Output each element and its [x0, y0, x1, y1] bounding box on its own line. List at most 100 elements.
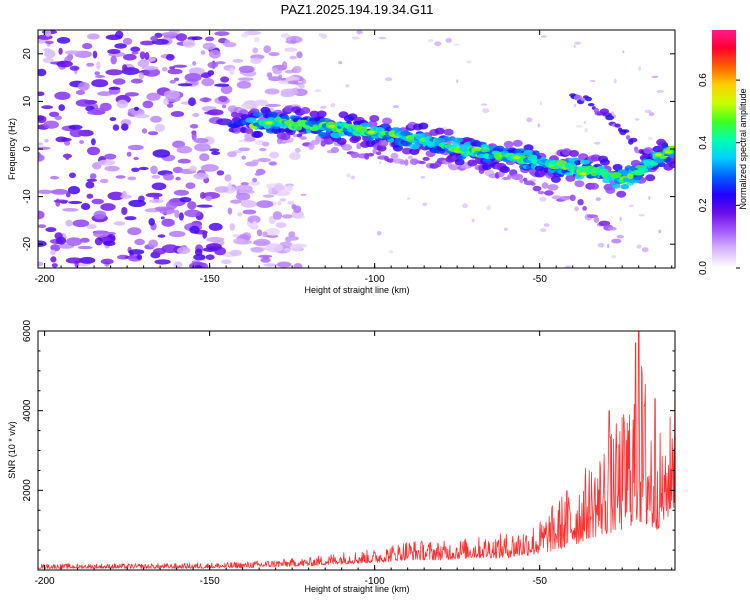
spectrogram-cell	[170, 111, 185, 117]
spectrogram-cell	[86, 224, 97, 229]
spectrogram-cell	[87, 110, 106, 115]
spectrogram-cell	[579, 159, 591, 165]
spectrogram-cell	[114, 43, 127, 49]
spectrogram-cell	[188, 67, 205, 75]
spectrogram-cell	[222, 104, 227, 109]
spectrogram-cell	[166, 103, 174, 108]
spectrogram-cell	[264, 88, 280, 95]
spectrogram-cell	[242, 209, 257, 215]
spectrogram-cell	[298, 84, 305, 89]
spectrogram-cell	[372, 148, 377, 154]
spectrogram-cell	[613, 78, 617, 84]
spectrogram-cell	[38, 224, 47, 229]
spectrogram-cell	[228, 67, 235, 76]
spectrogram-cell	[605, 186, 616, 194]
spectrogram-cell	[154, 206, 172, 212]
spectrogram-cell	[668, 161, 675, 168]
spectrogram-cell	[634, 118, 640, 121]
spectrogram-cell	[65, 153, 70, 161]
spectrogram-cell	[263, 45, 272, 54]
snr-xtick-label: -100	[365, 576, 385, 587]
spectrogram-cell	[44, 138, 49, 143]
spectrogram-cell	[452, 137, 464, 143]
spectrogram-cell	[223, 42, 237, 48]
spectrogram-cell	[377, 231, 382, 236]
spectrogram-cell	[537, 123, 540, 128]
colorbar-tick-label: 0.6	[698, 73, 709, 87]
spectrogram-cell	[182, 39, 196, 48]
spectrogram-cell	[177, 158, 191, 164]
spectrogram-cell	[336, 137, 347, 145]
spectrogram-cell	[526, 117, 533, 123]
spectrogram-cell	[445, 38, 452, 43]
spectrogram-cell	[293, 263, 303, 268]
spectrogram-cell	[651, 75, 659, 78]
spectrogram-cell	[278, 128, 286, 133]
spectrogram-cell	[43, 48, 51, 52]
spectrogram-cell	[91, 138, 96, 146]
spectrogram-cell	[418, 122, 429, 130]
spectrogram-cell	[453, 43, 460, 46]
spectrogram-cell	[97, 91, 113, 97]
spectrogram-cell	[133, 156, 139, 161]
spectrogram-xtick-label: -150	[200, 274, 220, 285]
spectrogram-cell	[199, 97, 212, 103]
spectrogram-cell	[214, 186, 229, 193]
spectrogram-cell	[38, 210, 45, 220]
spectrogram-cell	[165, 54, 175, 61]
spectrogram-cell	[238, 65, 255, 74]
spectrogram-cell	[625, 135, 631, 140]
spectrogram-cell	[281, 214, 293, 219]
spectrogram-cell	[564, 171, 573, 176]
spectrogram-cell	[351, 36, 360, 40]
spectrogram-xtick-label: -100	[365, 274, 385, 285]
spectrogram-cell	[277, 200, 282, 206]
spectrogram-cell	[636, 244, 642, 249]
spectrogram-cell	[347, 113, 358, 121]
spectrogram-cell	[638, 66, 641, 71]
spectrogram-cell	[56, 236, 67, 245]
spectrogram-cell	[250, 57, 262, 64]
spectrogram-cell	[589, 182, 599, 190]
spectrogram-cell	[607, 243, 610, 249]
spectrogram-cell	[125, 92, 139, 97]
spectrogram-cell	[121, 207, 128, 215]
spectrogram-cell	[104, 153, 117, 160]
spectrogram-cell	[126, 151, 132, 157]
spectrogram-cell	[116, 99, 129, 109]
spectrogram-cell	[45, 227, 57, 233]
spectrogram-cell	[87, 33, 100, 40]
spectrogram-cell	[253, 130, 264, 138]
spectrogram-cell	[56, 60, 73, 68]
spectrogram-cell	[96, 61, 101, 70]
spectrogram-cell	[56, 37, 71, 44]
spectrogram-panel: -200 -150 -100 -50 20 10 0 -10 -20 Height of str…	[7, 29, 676, 295]
spectrogram-cell	[540, 228, 547, 233]
spectrogram-cell	[105, 69, 123, 76]
spectrogram-cell	[263, 256, 269, 260]
spectrogram-cell	[49, 111, 60, 118]
spectrogram-cell	[166, 200, 178, 210]
spectrogram-cell	[131, 167, 140, 172]
spectrogram-cell	[532, 150, 540, 156]
spectrogram-cell	[481, 163, 492, 171]
spectrogram-cell	[143, 68, 161, 77]
spectrogram-cell	[254, 100, 269, 106]
spectrogram-cell	[575, 125, 583, 128]
spectrogram-cell	[42, 57, 54, 63]
spectrogram-cell	[100, 258, 114, 265]
spectrogram-cell	[193, 138, 209, 144]
spectrogram-cell	[128, 249, 145, 255]
spectrogram-cell	[107, 49, 121, 54]
spectrogram-cell	[247, 215, 261, 224]
spectrogram-cell	[136, 254, 142, 260]
spectrogram-cell	[241, 155, 246, 160]
spectrogram-cell	[138, 72, 144, 80]
colorbar-scale	[712, 30, 736, 268]
spectrogram-cell	[191, 131, 197, 141]
spectrogram-cell	[427, 38, 434, 43]
spectrogram-cell	[384, 77, 393, 81]
spectrogram-cell	[67, 186, 81, 195]
spectrogram-cell	[599, 158, 610, 166]
spectrogram-cell	[160, 216, 165, 220]
